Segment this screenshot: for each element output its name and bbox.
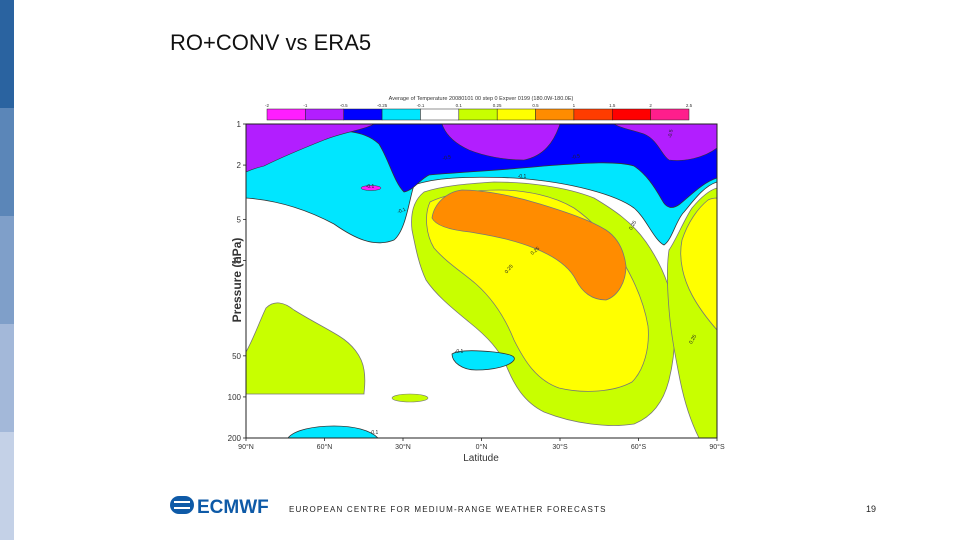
ecmwf-logo-text: ECMWF: [197, 497, 269, 517]
contour-label: -0.1: [370, 430, 379, 436]
contour-label: -0.5: [442, 154, 452, 161]
x-axis: 90°N 60°N 30°N 0°N 30°S 60°S 90°S: [238, 438, 725, 451]
legend-label: 2.5: [686, 103, 693, 108]
sidebar-segment: [0, 432, 14, 540]
slide-title: RO+CONV vs ERA5: [170, 30, 372, 55]
contour-blob-cyan-bottom: [287, 425, 379, 438]
y-tick-label: 5: [237, 215, 242, 224]
contour-chart: Average of Temperature 20080101 00 step …: [228, 96, 725, 464]
legend-label: 2: [649, 103, 652, 108]
legend-label: -0.1: [417, 103, 425, 108]
sidebar-segment: [0, 216, 14, 324]
contour-label: 0.25: [530, 246, 541, 257]
contour-region-magenta-mid: [441, 124, 561, 161]
legend-swatch: [343, 108, 383, 121]
legend-swatch: [458, 108, 498, 121]
contour-blob-cyan-mid: [451, 350, 515, 371]
ecmwf-logo: ECMWF: [170, 496, 269, 517]
x-tick-label: 30°N: [395, 443, 411, 451]
contour-label: -0.1: [366, 184, 375, 190]
legend-swatch: [305, 108, 344, 121]
x-tick-label: 0°N: [476, 443, 488, 451]
x-tick-label: 60°S: [631, 443, 647, 451]
contour-label: -0.1: [455, 349, 464, 355]
contour-label: -0.1: [397, 207, 407, 216]
legend-label: 0.5: [532, 103, 539, 108]
contour-field: -0.5 -0.5 -0.5 -0.1 -0.1 -0.1 0.25 0.25 0.25 0.25…: [246, 124, 717, 438]
legend-label: -2: [265, 103, 269, 108]
legend-swatch: [381, 108, 421, 121]
y-tick-label: 2: [237, 161, 242, 170]
contour-region-green-lower-left: [246, 302, 366, 395]
contour-region-orange: [431, 189, 627, 301]
legend-swatch: [573, 108, 613, 121]
x-axis-label: Latitude: [463, 453, 499, 464]
legend-label: -1: [303, 103, 307, 108]
contour-label: -0.1: [518, 174, 527, 180]
legend-label: 0.25: [493, 103, 502, 108]
legend-swatch: [650, 108, 690, 121]
legend-label: 1: [573, 103, 576, 108]
sidebar-decoration: [0, 0, 14, 540]
sidebar-segment: [0, 0, 14, 108]
contour-label: -0.5: [571, 153, 581, 160]
page-number: 19: [866, 504, 877, 514]
x-tick-label: 30°S: [552, 443, 568, 451]
y-axis-label: Pressure (hPa): [230, 238, 244, 323]
legend-swatch: [535, 108, 575, 121]
legend-label: -0.5: [340, 103, 348, 108]
contour-region-yellow-right: [680, 197, 717, 331]
y-tick-label: 50: [232, 352, 241, 361]
chart-title: Average of Temperature 20080101 00 step …: [389, 96, 574, 102]
contour-region-magenta-left: [246, 124, 375, 173]
y-tick-label: 1: [237, 120, 242, 129]
legend-label: 0.1: [456, 103, 463, 108]
colorbar-legend: -2 -1 -0.5 -0.25 -0.1 0.1 0.25 0.5 1 1.5 2 2.5: [265, 103, 693, 121]
y-tick-label: 100: [228, 393, 242, 402]
y-axis: 1 2 5 10 50 100 200: [228, 120, 246, 443]
ecmwf-logo-mark: [170, 496, 194, 514]
legend-label: -0.25: [377, 103, 388, 108]
y-tick-label: 200: [228, 434, 242, 443]
contour-blob-green: [391, 393, 429, 403]
legend-swatch: [420, 108, 460, 121]
contour-blob-magenta: [360, 185, 382, 191]
legend-label: 1.5: [609, 103, 616, 108]
x-tick-label: 90°N: [238, 443, 254, 451]
legend-swatch: [266, 108, 306, 121]
contour-label: 0.25: [688, 334, 698, 346]
legend-swatch: [612, 108, 651, 121]
y-tick-label: 10: [232, 256, 241, 265]
x-tick-label: 90°S: [709, 443, 725, 451]
x-tick-label: 60°N: [317, 443, 333, 451]
contour-label: -0.5: [667, 129, 674, 139]
contour-label: 0.25: [628, 220, 638, 232]
sidebar-segment: [0, 108, 14, 216]
contour-label: 0.25: [504, 264, 515, 275]
legend-swatch: [496, 108, 536, 121]
contour-region-magenta-right: [613, 124, 717, 161]
contour-labels: -0.5 -0.5 -0.5 -0.1 -0.1 -0.1 0.25 0.25 0.25 0.25…: [366, 129, 699, 436]
sidebar-segment: [0, 324, 14, 432]
footer-text: EUROPEAN CENTRE FOR MEDIUM-RANGE WEATHER…: [289, 505, 607, 514]
